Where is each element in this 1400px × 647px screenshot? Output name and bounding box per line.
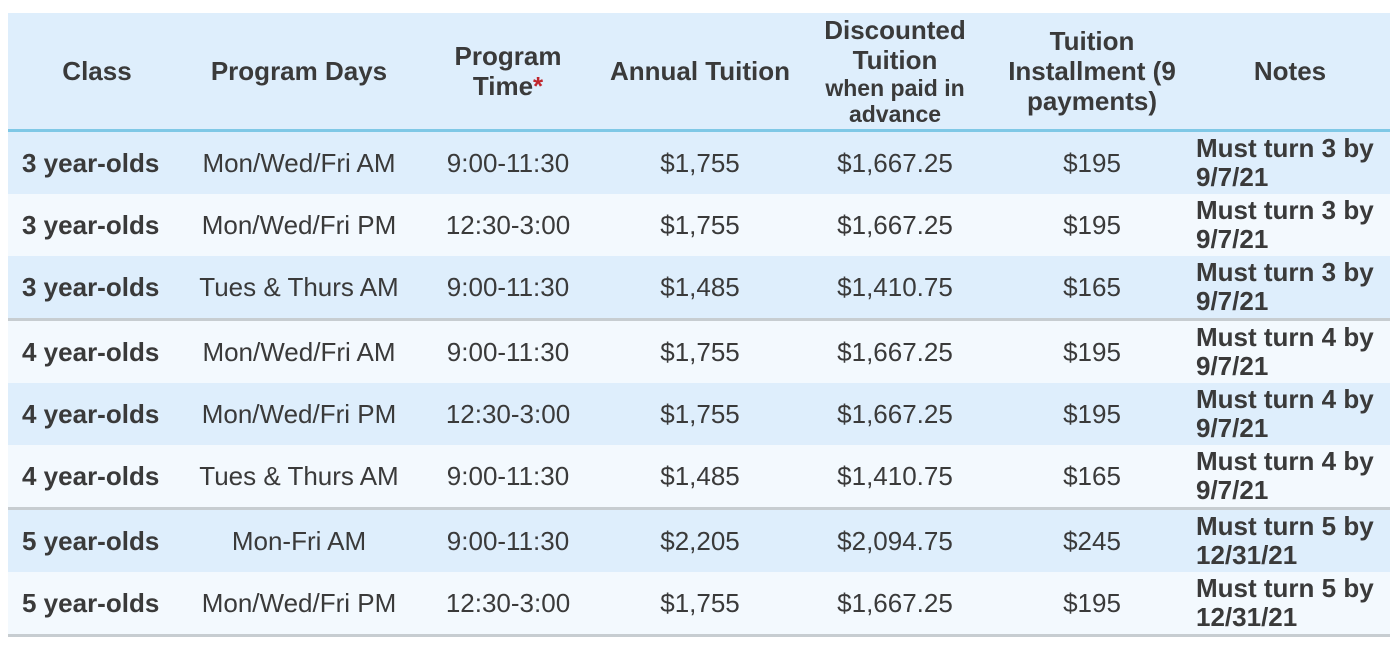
- row-program-days: Mon-Fri AM: [186, 508, 412, 572]
- row-discounted-tuition: $1,667.25: [796, 319, 994, 383]
- header-annual-tuition: Annual Tuition: [604, 13, 796, 131]
- row-discounted-tuition: $1,667.25: [796, 572, 994, 636]
- row-program-time: 9:00-11:30: [412, 508, 604, 572]
- row-installment: $195: [994, 319, 1190, 383]
- row-discounted-tuition: $1,667.25: [796, 194, 994, 256]
- row-program-days: Mon/Wed/Fri PM: [186, 383, 412, 445]
- row-program-time: 12:30-3:00: [412, 572, 604, 636]
- row-installment: $195: [994, 572, 1190, 636]
- tuition-table-container: Class Program Days Program Time* Annual …: [8, 13, 1390, 637]
- row-discounted-tuition: $1,410.75: [796, 445, 994, 509]
- row-annual-tuition: $1,485: [604, 445, 796, 509]
- row-notes: Must turn 3 by 9/7/21: [1190, 194, 1390, 256]
- row-program-days: Mon/Wed/Fri PM: [186, 194, 412, 256]
- row-program-days: Mon/Wed/Fri PM: [186, 572, 412, 636]
- row-class: 5 year-olds: [8, 508, 186, 572]
- row-class: 3 year-olds: [8, 194, 186, 256]
- table-row: 4 year-olds Tues & Thurs AM 9:00-11:30 $1,4…: [8, 445, 1390, 509]
- header-class: Class: [8, 13, 186, 131]
- table-row: 3 year-olds Mon/Wed/Fri PM 12:30-3:00 $1,75…: [8, 194, 1390, 256]
- row-program-time: 9:00-11:30: [412, 130, 604, 194]
- header-installment: Tuition Installment (9 payments): [994, 13, 1190, 131]
- row-annual-tuition: $2,205: [604, 508, 796, 572]
- row-program-days: Mon/Wed/Fri AM: [186, 130, 412, 194]
- table-row: 3 year-olds Tues & Thurs AM 9:00-11:30 $1,4…: [8, 256, 1390, 320]
- table-row: 5 year-olds Mon/Wed/Fri PM 12:30-3:00 $1,75…: [8, 572, 1390, 636]
- row-class: 3 year-olds: [8, 256, 186, 320]
- row-notes: Must turn 5 by 12/31/21: [1190, 508, 1390, 572]
- table-row: 4 year-olds Mon/Wed/Fri AM 9:00-11:30 $1,75…: [8, 319, 1390, 383]
- row-annual-tuition: $1,755: [604, 319, 796, 383]
- row-annual-tuition: $1,755: [604, 194, 796, 256]
- row-installment: $165: [994, 445, 1190, 509]
- row-program-time: 9:00-11:30: [412, 319, 604, 383]
- row-class: 4 year-olds: [8, 445, 186, 509]
- row-annual-tuition: $1,755: [604, 130, 796, 194]
- row-discounted-tuition: $1,667.25: [796, 130, 994, 194]
- row-program-days: Tues & Thurs AM: [186, 256, 412, 320]
- row-notes: Must turn 4 by 9/7/21: [1190, 383, 1390, 445]
- row-class: 5 year-olds: [8, 572, 186, 636]
- header-discounted-tuition: Discounted Tuition when paid in advance: [796, 13, 994, 131]
- tuition-table: Class Program Days Program Time* Annual …: [8, 13, 1390, 637]
- row-discounted-tuition: $1,410.75: [796, 256, 994, 320]
- row-installment: $195: [994, 194, 1190, 256]
- row-class: 4 year-olds: [8, 383, 186, 445]
- table-row: 4 year-olds Mon/Wed/Fri PM 12:30-3:00 $1,75…: [8, 383, 1390, 445]
- row-annual-tuition: $1,755: [604, 383, 796, 445]
- row-installment: $245: [994, 508, 1190, 572]
- header-notes: Notes: [1190, 13, 1390, 131]
- row-annual-tuition: $1,485: [604, 256, 796, 320]
- row-program-time: 12:30-3:00: [412, 383, 604, 445]
- header-program-days: Program Days: [186, 13, 412, 131]
- row-class: 4 year-olds: [8, 319, 186, 383]
- table-row: 5 year-olds Mon-Fri AM 9:00-11:30 $2,205 $2,…: [8, 508, 1390, 572]
- header-discounted-subtitle: when paid in advance: [825, 75, 965, 127]
- row-discounted-tuition: $2,094.75: [796, 508, 994, 572]
- row-program-time: 9:00-11:30: [412, 256, 604, 320]
- row-notes: Must turn 5 by 12/31/21: [1190, 572, 1390, 636]
- row-installment: $195: [994, 130, 1190, 194]
- row-class: 3 year-olds: [8, 130, 186, 194]
- header-program-time: Program Time*: [412, 13, 604, 131]
- row-program-days: Tues & Thurs AM: [186, 445, 412, 509]
- asterisk-mark: *: [533, 71, 544, 101]
- table-header-row: Class Program Days Program Time* Annual …: [8, 13, 1390, 131]
- header-program-time-label: Program Time: [454, 41, 562, 101]
- row-program-days: Mon/Wed/Fri AM: [186, 319, 412, 383]
- row-program-time: 12:30-3:00: [412, 194, 604, 256]
- row-notes: Must turn 4 by 9/7/21: [1190, 319, 1390, 383]
- row-notes: Must turn 4 by 9/7/21: [1190, 445, 1390, 509]
- row-annual-tuition: $1,755: [604, 572, 796, 636]
- row-installment: $195: [994, 383, 1190, 445]
- table-row: 3 year-olds Mon/Wed/Fri AM 9:00-11:30 $1,75…: [8, 130, 1390, 194]
- row-program-time: 9:00-11:30: [412, 445, 604, 509]
- header-discounted-title: Discounted Tuition: [824, 15, 966, 75]
- row-notes: Must turn 3 by 9/7/21: [1190, 130, 1390, 194]
- row-installment: $165: [994, 256, 1190, 320]
- row-discounted-tuition: $1,667.25: [796, 383, 994, 445]
- row-notes: Must turn 3 by 9/7/21: [1190, 256, 1390, 320]
